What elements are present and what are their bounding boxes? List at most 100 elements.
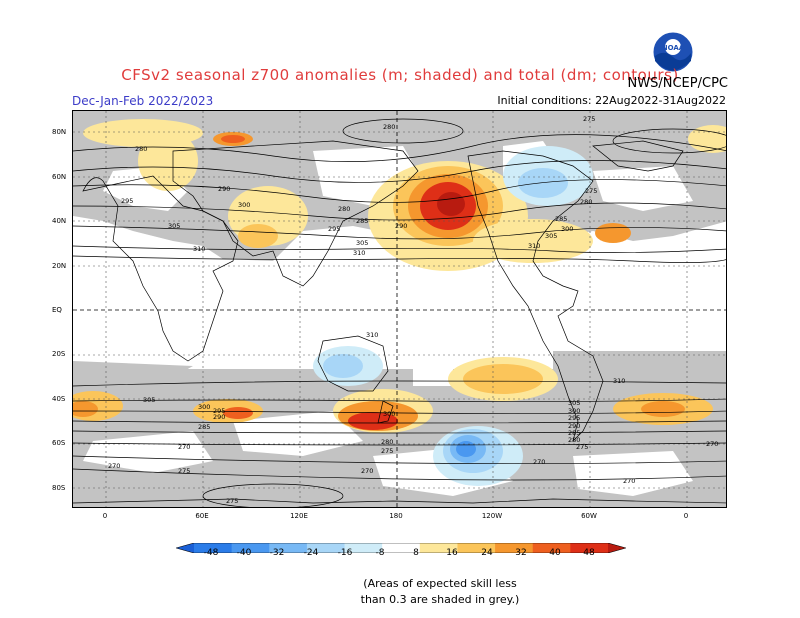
contour-label: 310 <box>193 245 205 253</box>
lat-label-60s: 60S <box>52 439 66 447</box>
colorbar-segment <box>495 543 534 553</box>
contour-label: 285 <box>356 217 368 225</box>
colorbar-label: -48 <box>203 548 219 558</box>
contour-label: 270 <box>706 440 718 448</box>
colorbar-label: 16 <box>446 548 458 558</box>
skill-note-line1: (Areas of expected skill less <box>363 577 517 590</box>
skill-note-line2: than 0.3 are shaded in grey.) <box>360 593 520 606</box>
contour-label: 300 <box>383 410 395 418</box>
colorbar-segment <box>382 543 421 553</box>
lat-label-80s: 80S <box>52 484 66 492</box>
noaa-logo: NOAA <box>652 31 694 73</box>
contour-label: 285 <box>555 215 567 223</box>
contour-label: 290 <box>395 222 407 230</box>
contour-label: 285 <box>198 423 210 431</box>
contour-label: 310 <box>613 377 625 385</box>
negative-anomalies <box>313 146 593 486</box>
contour-label: 300 <box>238 201 250 209</box>
contour-label: 275 <box>585 187 597 195</box>
lon-label-180: 180 <box>389 512 403 520</box>
lon-label-120e: 120E <box>290 512 308 520</box>
colorbar-segment <box>176 543 194 553</box>
contour-label: 285 <box>568 429 580 437</box>
lat-label-20n: 20N <box>52 262 67 270</box>
colorbar-segment <box>570 543 609 553</box>
contour-label: 275 <box>576 443 588 451</box>
contour-label: 300 <box>568 407 580 415</box>
contour-label: 280 <box>338 205 350 213</box>
lat-label-20s: 20S <box>52 350 66 358</box>
contour-label: 280 <box>580 198 592 206</box>
contour-label: 275 <box>178 467 190 475</box>
chart-title: CFSv2 seasonal z700 anomalies (m; shaded… <box>121 66 679 84</box>
lon-label-0: 0 <box>102 512 108 520</box>
contour-label: 305 <box>545 232 557 240</box>
lat-label-40s: 40S <box>52 395 66 403</box>
contour-label: 310 <box>366 331 378 339</box>
colorbar-label: 40 <box>549 548 561 558</box>
contour-label: 310 <box>353 249 365 257</box>
lon-label-120w: 120W <box>481 512 503 520</box>
season-label: Dec-Jan-Feb 2022/2023 <box>72 94 214 108</box>
contour-label: 305 <box>168 222 180 230</box>
contour-label: 300 <box>198 403 210 411</box>
anomaly-colorbar <box>174 538 628 554</box>
lon-label-60e: 60E <box>195 512 209 520</box>
skill-note: (Areas of expected skill less than 0.3 a… <box>330 576 550 608</box>
contour-label: 310 <box>528 242 540 250</box>
contour-label: 270 <box>361 467 373 475</box>
lat-label-eq: EQ <box>52 306 62 314</box>
colorbar-segment <box>457 543 496 553</box>
colorbar-label: -24 <box>303 548 319 558</box>
contour-label: 290 <box>568 422 580 430</box>
contour-label: 270 <box>623 477 635 485</box>
height-contours <box>73 118 726 507</box>
contour-label: 305 <box>356 239 368 247</box>
colorbar-segment <box>306 543 346 553</box>
colorbar-label: -8 <box>375 548 385 558</box>
colorbar-label: 24 <box>481 548 493 558</box>
contour-label: 270 <box>178 443 190 451</box>
noaa-logo-text: NOAA <box>662 44 685 52</box>
colorbar-label: 8 <box>413 548 419 558</box>
initial-conditions-label: Initial conditions: 22Aug2022-31Aug2022 <box>497 94 726 107</box>
contour-label: 280 <box>381 438 393 446</box>
colorbar-label: -40 <box>236 548 252 558</box>
contour-label: 290 <box>218 185 230 193</box>
contour-label: 295 <box>568 414 580 422</box>
coastlines <box>73 140 726 504</box>
colorbar-label: 48 <box>583 548 595 558</box>
contour-label: 295 <box>213 407 225 415</box>
contour-label: 275 <box>583 115 595 123</box>
contour-label: 275 <box>381 447 393 455</box>
contour-label: 280 <box>568 436 580 444</box>
colorbar-segment <box>419 543 458 553</box>
colorbar-segment <box>344 543 383 553</box>
lon-label-0-east: 0 <box>683 512 689 520</box>
contour-label: 295 <box>121 197 133 205</box>
contour-label: 295 <box>328 225 340 233</box>
colorbar-segment <box>231 543 270 553</box>
contour-label: 275 <box>226 497 238 505</box>
contour-label: 270 <box>533 458 545 466</box>
contour-label: 280 <box>383 123 395 131</box>
lon-label-60w: 60W <box>581 512 597 520</box>
anomaly-map: 280 280 290 295 300 305 310 280 285 290 … <box>72 110 727 508</box>
agency-label: NWS/NCEP/CPC <box>627 76 728 91</box>
contour-label: 305 <box>568 399 580 407</box>
lat-label-40n: 40N <box>52 217 67 225</box>
colorbar-label: -16 <box>337 548 353 558</box>
colorbar-segment <box>269 543 308 553</box>
contour-label: 290 <box>213 413 225 421</box>
contour-label: 280 <box>135 145 147 153</box>
colorbar-segment <box>532 543 571 553</box>
colorbar-segment <box>194 543 233 553</box>
contour-label: 270 <box>108 462 120 470</box>
lat-label-80n: 80N <box>52 128 67 136</box>
contour-label: 305 <box>143 396 155 404</box>
contour-label: 300 <box>561 225 573 233</box>
colorbar-segment <box>608 543 626 553</box>
colorbar-label: 32 <box>515 548 527 558</box>
colorbar-label: -32 <box>269 548 285 558</box>
lat-label-60n: 60N <box>52 173 67 181</box>
